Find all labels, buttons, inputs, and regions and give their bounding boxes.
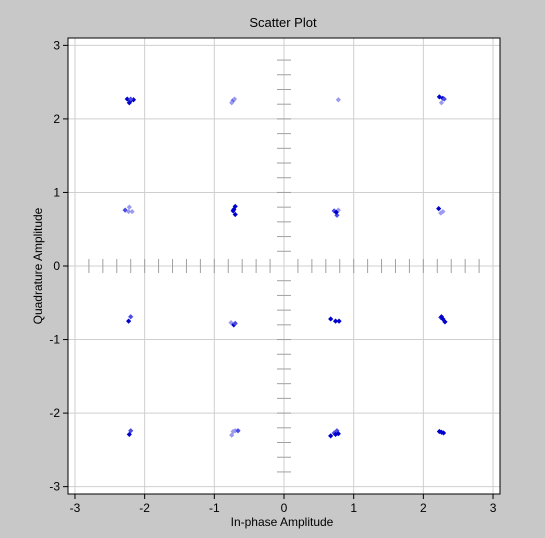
y-tick-label: -1 [49, 333, 60, 347]
data-point [126, 318, 132, 324]
chart-title: Scatter Plot [249, 15, 317, 30]
x-tick-label: 3 [490, 501, 497, 515]
data-point [436, 206, 442, 212]
data-point [436, 428, 442, 435]
data-point [438, 314, 445, 320]
data-point [333, 209, 339, 215]
data-point [438, 210, 444, 216]
x-tick-label: -2 [139, 501, 150, 515]
data-point [232, 211, 238, 218]
x-tick-label: -3 [70, 501, 81, 515]
y-axis-label: Quadrature Amplitude [31, 207, 45, 324]
data-point [232, 428, 238, 434]
y-tick-label: 1 [53, 185, 60, 199]
data-point [126, 208, 132, 215]
data-point [436, 94, 442, 100]
data-point [128, 96, 134, 102]
data-point [332, 431, 339, 438]
data-point [126, 431, 132, 438]
x-tick-label: -1 [209, 501, 220, 515]
data-point [232, 320, 238, 326]
data-point [128, 314, 134, 320]
data-point [328, 433, 334, 439]
data-point [438, 100, 445, 106]
x-axis-ticks: -3 -2 -1 0 1 2 3 [70, 494, 497, 515]
data-point [126, 204, 132, 210]
data-point [235, 428, 241, 434]
y-tick-label: -2 [49, 406, 60, 420]
data-point [230, 97, 236, 104]
data-point [442, 319, 448, 325]
x-tick-label: 1 [350, 501, 357, 515]
x-axis-label: In-phase Amplitude [231, 515, 334, 529]
y-tick-label: 3 [53, 38, 60, 52]
data-point [335, 97, 341, 103]
data-point [128, 428, 134, 434]
center-axis-ticks [88, 59, 480, 473]
data-point [229, 100, 235, 106]
data-point [231, 96, 238, 102]
data-point [231, 322, 237, 328]
data-point [122, 207, 128, 213]
data-point [129, 208, 135, 215]
data-point [230, 428, 236, 435]
y-tick-label: 2 [53, 112, 60, 126]
data-point [441, 96, 447, 102]
y-tick-label: 0 [53, 259, 60, 273]
data-point [440, 430, 447, 436]
data-point [336, 318, 342, 324]
data-point [229, 432, 235, 438]
data-points [122, 94, 448, 439]
y-tick-label: -3 [49, 480, 60, 494]
x-tick-label: 0 [281, 501, 288, 515]
data-point [328, 316, 334, 322]
data-point [440, 208, 446, 215]
y-axis-ticks: -3 -2 -1 0 1 2 3 [49, 38, 68, 494]
x-tick-label: 2 [420, 501, 427, 515]
data-point [332, 318, 339, 324]
data-point [231, 206, 237, 212]
